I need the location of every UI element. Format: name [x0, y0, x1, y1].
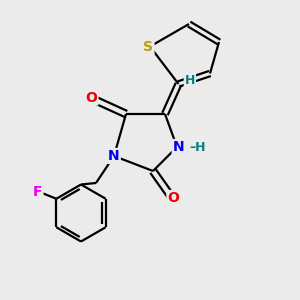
Text: –H: –H — [190, 141, 206, 154]
Text: H: H — [185, 74, 195, 88]
Text: F: F — [33, 185, 43, 199]
Text: N: N — [108, 149, 120, 163]
Text: S: S — [143, 40, 154, 53]
Text: O: O — [85, 91, 98, 104]
Text: O: O — [167, 191, 179, 205]
Text: N: N — [173, 140, 184, 154]
